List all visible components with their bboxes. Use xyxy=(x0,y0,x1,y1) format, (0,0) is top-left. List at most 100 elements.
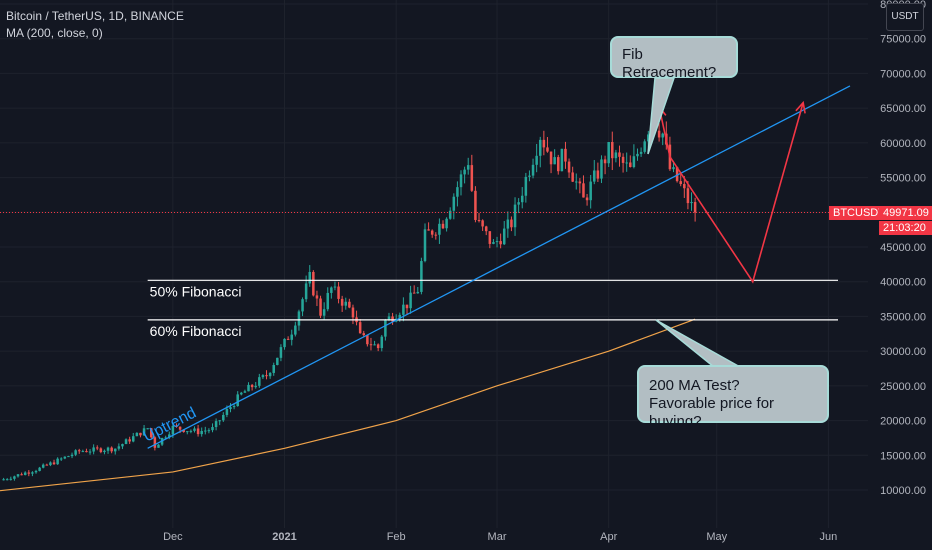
candle xyxy=(322,302,326,321)
candle-body xyxy=(196,428,200,435)
candle-body xyxy=(531,164,535,176)
chart-drawings: 50% Fibonacci 60% Fibonacci Uptrend xyxy=(0,77,868,449)
candle xyxy=(232,404,236,410)
candle xyxy=(639,147,643,157)
candle-body xyxy=(434,234,438,236)
candle-body xyxy=(492,242,495,244)
candle xyxy=(484,225,488,236)
ma-callout-line1: 200 MA Test? xyxy=(649,377,740,394)
candle xyxy=(416,286,420,294)
candle-body xyxy=(686,188,690,204)
candle-body xyxy=(387,316,391,321)
candle xyxy=(542,130,546,156)
candle xyxy=(520,187,524,209)
candle-body xyxy=(441,223,445,229)
candle-body xyxy=(564,148,567,162)
candle-body xyxy=(225,408,229,415)
candle xyxy=(196,424,200,437)
candle-body xyxy=(189,430,193,432)
ma-200-path xyxy=(0,318,696,492)
candle-body xyxy=(276,357,279,366)
projection-path xyxy=(658,102,804,284)
candle xyxy=(481,219,484,231)
candle-body xyxy=(675,167,679,182)
price-tick-label: 30000.00 xyxy=(880,346,926,358)
candle-body xyxy=(344,301,348,306)
candle-body xyxy=(391,316,394,322)
candle xyxy=(466,157,470,175)
candle xyxy=(625,152,628,172)
candle xyxy=(575,173,578,190)
candle xyxy=(132,432,135,443)
candle-body xyxy=(193,428,196,431)
candle-body xyxy=(218,420,221,422)
candle xyxy=(430,229,434,238)
candle-body xyxy=(538,139,542,156)
candle-body xyxy=(146,428,149,430)
candle-body xyxy=(679,181,682,185)
candle xyxy=(531,158,535,179)
candle xyxy=(434,232,438,240)
candle-body xyxy=(92,447,95,452)
price-tick-label: 75000.00 xyxy=(880,34,926,46)
candle xyxy=(402,297,405,322)
candle xyxy=(326,287,330,312)
candle-body xyxy=(99,448,103,453)
candle xyxy=(593,160,596,185)
candle xyxy=(438,218,441,244)
candle xyxy=(142,424,146,436)
candle-body xyxy=(499,241,502,245)
ma-callout-pointer xyxy=(655,319,743,368)
candle xyxy=(283,338,286,350)
candle xyxy=(214,418,218,431)
candle-body xyxy=(585,197,589,201)
candle-body xyxy=(380,336,384,349)
price-tick-label: 60000.00 xyxy=(880,138,926,150)
candle xyxy=(463,166,466,184)
candle xyxy=(499,233,502,249)
candle-body xyxy=(283,338,286,348)
candle-body xyxy=(647,134,650,142)
candle-body xyxy=(27,472,31,474)
candle-body xyxy=(477,219,481,221)
candle-body xyxy=(2,479,5,481)
candle-body xyxy=(337,286,340,299)
candle-body xyxy=(5,479,9,481)
candle xyxy=(272,362,275,376)
candle-body xyxy=(139,432,142,436)
candle xyxy=(31,471,34,477)
candle-body xyxy=(110,447,113,452)
candle xyxy=(657,123,661,142)
price-tick-label: 40000.00 xyxy=(880,277,926,289)
candle xyxy=(74,449,77,457)
price-tick-label: 25000.00 xyxy=(880,381,926,393)
candle-body xyxy=(376,344,380,349)
candle xyxy=(67,455,70,458)
price-tick-label: 20000.00 xyxy=(880,416,926,428)
candle xyxy=(294,321,297,337)
currency-badge[interactable]: USDT xyxy=(886,3,924,31)
candle-body xyxy=(474,190,477,220)
chart-grid xyxy=(0,0,868,528)
candle-body xyxy=(603,159,607,164)
candle-body xyxy=(448,210,452,219)
ma-200-line xyxy=(0,318,696,492)
candle xyxy=(351,304,355,325)
candle xyxy=(250,383,254,391)
candle xyxy=(405,304,409,315)
candle-body xyxy=(240,392,243,395)
candle-body xyxy=(629,162,632,168)
candle-body xyxy=(254,385,257,388)
candle-body xyxy=(690,202,693,204)
candle xyxy=(538,136,542,168)
candle-body xyxy=(214,421,218,428)
candle xyxy=(427,222,430,231)
time-tick-label: Mar xyxy=(488,531,507,543)
candle xyxy=(222,412,225,422)
candle-body xyxy=(430,230,434,235)
candle xyxy=(13,475,16,481)
candle xyxy=(229,403,232,413)
candle-body xyxy=(171,425,175,435)
candle-body xyxy=(358,322,362,334)
